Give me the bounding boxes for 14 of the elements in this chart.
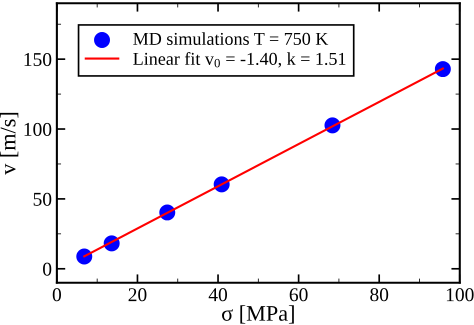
x-tick-label: 60 <box>290 288 308 302</box>
x-tick-label: 80 <box>370 288 388 302</box>
y-tick-label: 0 <box>43 262 52 276</box>
legend-label: Linear fit v$_{0}$ = -1.40, k = 1.51 <box>133 52 346 68</box>
y-tick-label: 150 <box>24 52 52 66</box>
x-tick-label: 100 <box>446 288 474 302</box>
y-tick-label: 100 <box>24 122 52 136</box>
y-axis-title: v [m/s] <box>0 112 18 175</box>
x-tick-label: 0 <box>52 288 61 302</box>
x-axis-title: σ [MPa] <box>222 305 294 324</box>
legend-label: MD simulations T = 750 K <box>133 32 328 45</box>
y-tick-label: 50 <box>34 192 52 206</box>
x-tick-label: 40 <box>208 288 228 302</box>
x-tick-label: 20 <box>128 288 146 302</box>
